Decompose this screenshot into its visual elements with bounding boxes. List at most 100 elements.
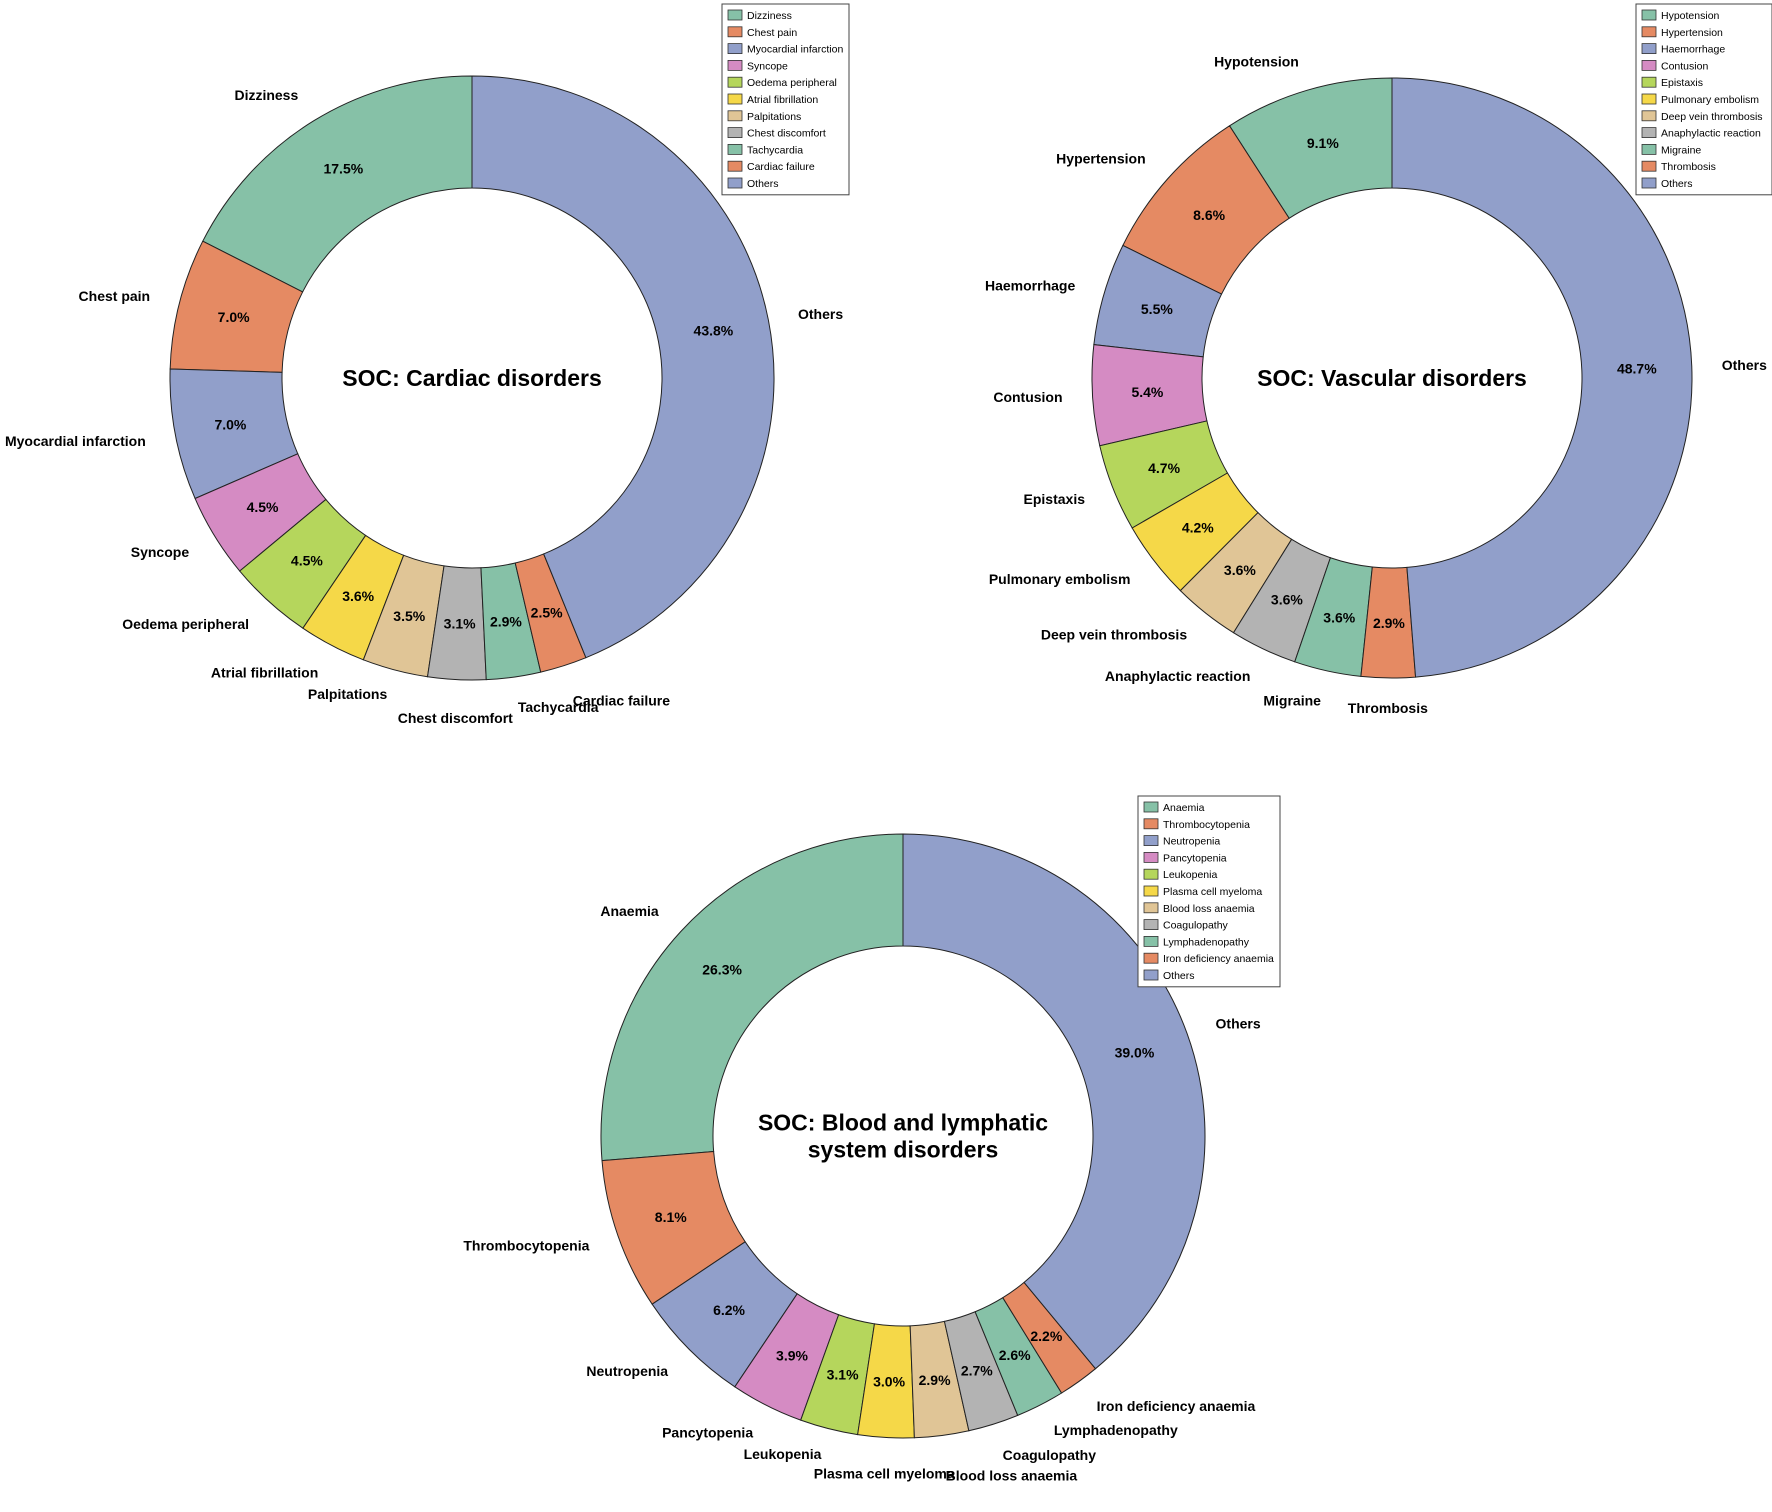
- category-label-thrombocytopenia: Thrombocytopenia: [463, 1238, 589, 1254]
- chart-legend: Hypotension Hypertension Haemorrhage Contus…: [1635, 3, 1772, 196]
- pct-label-epistaxis: 4.7%: [1148, 460, 1180, 476]
- legend-entry-iron-deficiency-anaemia: Iron deficiency anaemia: [1163, 953, 1274, 965]
- pct-label-atrial-fibrillation: 3.6%: [342, 588, 374, 604]
- category-label-tachycardia: Tachycardia: [518, 699, 599, 715]
- category-label-atrial-fibrillation: Atrial fibrillation: [211, 664, 318, 680]
- pct-label-pancytopenia: 3.9%: [776, 1348, 808, 1364]
- pct-label-blood-loss-anaemia: 2.9%: [919, 1372, 951, 1388]
- legend-swatch-atrial-fibrillation: [727, 93, 743, 105]
- pct-label-others: 39.0%: [1115, 1045, 1155, 1061]
- legend-swatch-chest-pain: [727, 26, 743, 38]
- legend-swatch-pulmonary-embolism: [1641, 93, 1657, 105]
- pct-label-migraine: 3.6%: [1323, 609, 1355, 625]
- category-label-blood-loss-anaemia: Blood loss anaemia: [946, 1467, 1078, 1483]
- cardiac-disorders-donut-chart: 17.5% Dizziness 7.0% Chest pain 7.0% Myocardi…: [5, 3, 850, 726]
- category-label-contusion: Contusion: [993, 389, 1062, 405]
- category-label-thrombosis: Thrombosis: [1348, 700, 1428, 716]
- category-label-pancytopenia: Pancytopenia: [662, 1424, 753, 1440]
- legend-swatch-dizziness: [727, 9, 743, 21]
- pct-label-pulmonary-embolism: 4.2%: [1182, 519, 1214, 535]
- legend-entry-neutropenia: Neutropenia: [1163, 836, 1220, 848]
- legend-swatch-tachycardia: [727, 143, 743, 155]
- legend-entry-others: Others: [747, 178, 779, 190]
- category-label-deep-vein-thrombosis: Deep vein thrombosis: [1041, 627, 1187, 643]
- legend-entry-epistaxis: Epistaxis: [1661, 77, 1703, 89]
- legend-frame: [1635, 3, 1772, 196]
- category-label-others: Others: [1722, 357, 1767, 373]
- pct-label-tachycardia: 2.9%: [490, 614, 522, 630]
- legend-entry-tachycardia: Tachycardia: [747, 144, 803, 156]
- category-label-chest-pain: Chest pain: [79, 288, 151, 304]
- category-label-cardiac-failure: Cardiac failure: [573, 693, 670, 709]
- vascular-disorders-donut-chart: 9.1% Hypotension 8.6% Hypertension 5.5% Haemo…: [985, 3, 1772, 716]
- legend-entry-palpitations: Palpitations: [747, 111, 801, 123]
- category-label-lymphadenopathy: Lymphadenopathy: [1054, 1422, 1178, 1438]
- chart-title-line: SOC: Vascular disorders: [1257, 365, 1527, 391]
- legend-swatch-anaphylactic-reaction: [1641, 127, 1657, 138]
- category-label-haemorrhage: Haemorrhage: [985, 277, 1075, 293]
- legend-swatch-chest-discomfort: [727, 127, 743, 138]
- legend-entry-chest-pain: Chest pain: [747, 27, 797, 39]
- legend-entry-contusion: Contusion: [1661, 60, 1708, 72]
- pct-label-chest-discomfort: 3.1%: [444, 616, 476, 632]
- pct-label-thrombosis: 2.9%: [1373, 615, 1405, 631]
- category-label-chest-discomfort: Chest discomfort: [398, 710, 513, 726]
- legend-swatch-hypotension: [1641, 9, 1657, 21]
- legend-swatch-anaemia: [1143, 801, 1159, 813]
- legend-swatch-pancytopenia: [1143, 852, 1159, 863]
- legend-swatch-others: [727, 177, 743, 189]
- chart-title-line: SOC: Cardiac disorders: [342, 365, 601, 391]
- legend-swatch-lymphadenopathy: [1143, 936, 1159, 947]
- legend-swatch-haemorrhage: [1641, 43, 1657, 54]
- pct-label-others: 43.8%: [694, 323, 734, 339]
- legend-entry-deep-vein-thrombosis: Deep vein thrombosis: [1661, 111, 1763, 123]
- slice-others: [471, 75, 775, 659]
- legend-swatch-oedema-peripheral: [727, 76, 743, 88]
- legend-entry-chest-discomfort: Chest discomfort: [747, 128, 826, 140]
- category-label-others: Others: [1216, 1015, 1261, 1031]
- legend-entry-pancytopenia: Pancytopenia: [1163, 852, 1227, 864]
- category-label-anaphylactic-reaction: Anaphylactic reaction: [1105, 668, 1251, 684]
- chart-legend: Anaemia Thrombocytopenia Neutropenia Pancyt…: [1137, 795, 1281, 988]
- slice-dizziness: [202, 75, 473, 293]
- legend-swatch-hypertension: [1641, 26, 1657, 38]
- legend-entry-pulmonary-embolism: Pulmonary embolism: [1661, 94, 1759, 106]
- category-label-others: Others: [798, 306, 843, 322]
- pct-label-haemorrhage: 5.5%: [1141, 301, 1173, 317]
- pct-label-anaemia: 26.3%: [702, 961, 742, 977]
- legend-swatch-plasma-cell-myeloma: [1143, 885, 1159, 897]
- legend-entry-hypotension: Hypotension: [1661, 10, 1720, 22]
- legend-swatch-iron-deficiency-anaemia: [1143, 952, 1159, 964]
- legend-entry-oedema-peripheral: Oedema peripheral: [747, 77, 837, 89]
- pct-label-dizziness: 17.5%: [323, 160, 363, 176]
- legend-swatch-migraine: [1641, 143, 1657, 155]
- donut-slices: [600, 833, 1206, 1439]
- legend-entry-others: Others: [1661, 178, 1693, 190]
- pct-label-syncope: 4.5%: [247, 499, 279, 515]
- category-label-epistaxis: Epistaxis: [1024, 491, 1086, 507]
- category-label-myocardial-infarction: Myocardial infarction: [5, 433, 146, 449]
- slice-others: [902, 833, 1206, 1370]
- legend-entry-plasma-cell-myeloma: Plasma cell myeloma: [1163, 886, 1262, 898]
- legend-entry-coagulopathy: Coagulopathy: [1163, 920, 1229, 932]
- category-label-coagulopathy: Coagulopathy: [1003, 1447, 1097, 1463]
- legend-entry-migraine: Migraine: [1661, 144, 1701, 156]
- category-label-dizziness: Dizziness: [234, 87, 298, 103]
- legend-entry-lymphadenopathy: Lymphadenopathy: [1163, 936, 1250, 948]
- pct-label-hypotension: 9.1%: [1307, 135, 1339, 151]
- category-label-migraine: Migraine: [1263, 692, 1321, 708]
- pct-label-anaphylactic-reaction: 3.6%: [1271, 591, 1303, 607]
- pct-label-leukopenia: 3.1%: [827, 1366, 859, 1382]
- legend-swatch-others: [1641, 177, 1657, 189]
- legend-entry-cardiac-failure: Cardiac failure: [747, 161, 815, 173]
- legend-entry-others: Others: [1163, 970, 1195, 982]
- legend-swatch-neutropenia: [1143, 835, 1159, 846]
- legend-entry-anaphylactic-reaction: Anaphylactic reaction: [1661, 128, 1761, 140]
- category-label-neutropenia: Neutropenia: [586, 1363, 668, 1379]
- pct-label-neutropenia: 6.2%: [713, 1302, 745, 1318]
- pct-label-thrombocytopenia: 8.1%: [655, 1209, 687, 1225]
- legend-frame: [721, 3, 850, 196]
- legend-entry-syncope: Syncope: [747, 60, 788, 72]
- legend-swatch-thrombosis: [1641, 160, 1657, 172]
- legend-entry-thrombosis: Thrombosis: [1661, 161, 1716, 173]
